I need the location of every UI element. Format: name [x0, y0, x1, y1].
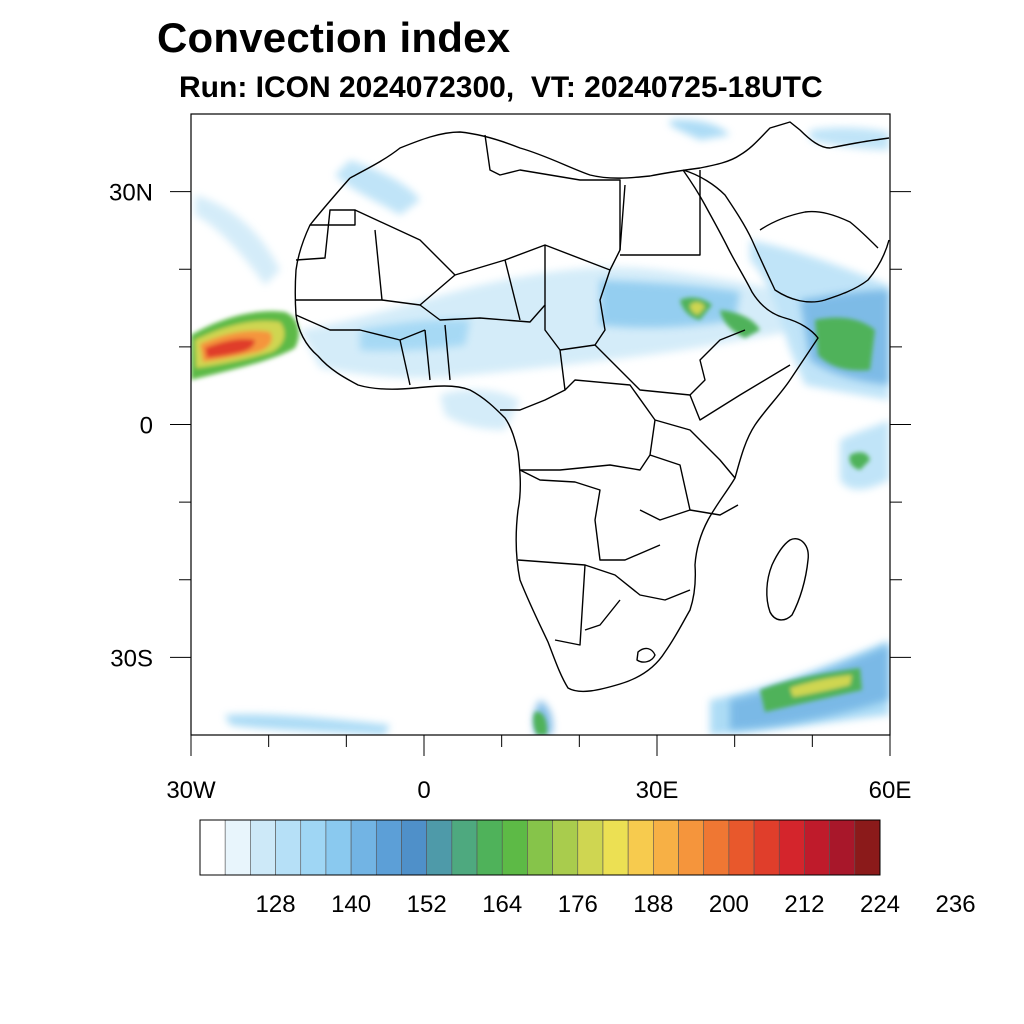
colorbar-label: 212 — [784, 891, 824, 918]
x-tick-label: 60E — [869, 777, 912, 804]
colorbar-label: 128 — [256, 891, 296, 918]
y-tick-label: 30N — [109, 180, 153, 207]
x-tick-label: 0 — [417, 777, 430, 804]
colorbar-swatch — [300, 819, 327, 876]
colorbar-swatch — [778, 819, 805, 876]
colorbar-swatch — [224, 819, 251, 876]
colorbar: 128 140 152 164 176 188 200 212 224 236 — [199, 819, 976, 918]
colorbar-label: 236 — [936, 891, 976, 918]
y-tick-label: 30S — [110, 645, 153, 672]
chart-title: Convection index — [157, 14, 511, 61]
colorbar-label: 188 — [633, 891, 673, 918]
colorbar-swatch — [401, 819, 427, 876]
colorbar-swatch — [804, 819, 830, 876]
colorbar-swatch — [250, 819, 276, 876]
colorbar-swatch — [829, 819, 856, 876]
colorbar-swatch — [350, 819, 377, 876]
colorbar-label: 200 — [709, 891, 749, 918]
colorbar-swatch — [199, 819, 226, 876]
colorbar-label: 164 — [482, 891, 522, 918]
y-tick-label: 0 — [140, 413, 153, 440]
colorbar-swatch — [501, 819, 528, 876]
colorbar-swatch — [527, 819, 553, 876]
colorbar-swatch — [375, 819, 402, 876]
x-tick-label: 30E — [636, 777, 679, 804]
coastlines-and-borders — [294, 121, 890, 693]
colorbar-swatch — [325, 819, 352, 876]
colorbar-swatch — [275, 819, 302, 876]
map-axes: 30N 0 30S 30W 0 30E 60E — [109, 180, 911, 804]
colorbar-swatch — [678, 819, 705, 876]
colorbar-swatch — [602, 819, 629, 876]
colorbar-swatch — [728, 819, 755, 876]
colorbar-swatch — [703, 819, 730, 876]
colorbar-swatch — [627, 819, 654, 876]
map-panel — [191, 114, 890, 735]
colorbar-label: 224 — [860, 891, 900, 918]
colorbar-swatch — [451, 819, 478, 876]
colorbar-swatch — [753, 819, 780, 876]
colorbar-swatch — [552, 819, 579, 876]
colorbar-label: 152 — [407, 891, 447, 918]
chart-subtitle: Run: ICON 2024072300, VT: 20240725-18UTC — [179, 71, 823, 104]
colorbar-frame — [199, 819, 881, 876]
convection-field — [191, 119, 889, 735]
colorbar-label: 176 — [558, 891, 598, 918]
colorbar-swatch — [854, 819, 881, 876]
colorbar-label: 140 — [331, 891, 371, 918]
colorbar-swatch — [476, 819, 503, 876]
colorbar-swatch — [577, 819, 604, 876]
colorbar-swatch — [653, 819, 679, 876]
x-tick-label: 30W — [166, 777, 216, 804]
colorbar-swatch — [426, 819, 453, 876]
